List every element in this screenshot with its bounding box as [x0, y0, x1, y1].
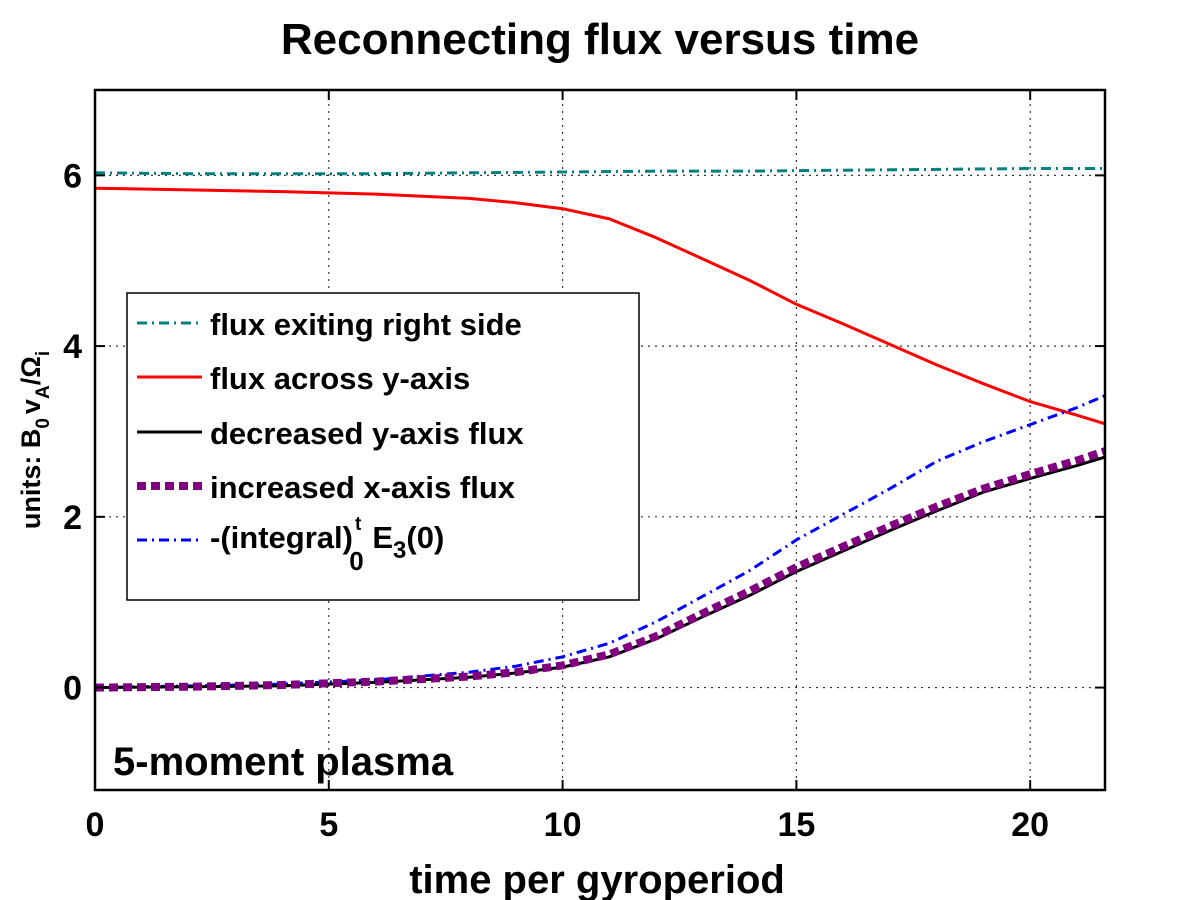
legend-samples: [137, 321, 202, 542]
legend-label-5-sub2: 3: [393, 537, 406, 564]
legend-label-1: flux exiting right side: [210, 307, 522, 342]
chart-title: Reconnecting flux versus time: [281, 15, 919, 64]
x-tick-label: 15: [777, 806, 815, 844]
legend-label-3: decreased y-axis flux: [210, 416, 524, 451]
legend-label-5: -(integral) t 0 E3(0): [210, 514, 444, 576]
y-tick-label: 4: [63, 328, 82, 366]
legend-label-4: increased x-axis flux: [210, 470, 516, 505]
y-tick-label: 6: [63, 157, 82, 195]
y-axis-label-sub1: 0: [33, 418, 54, 429]
x-tick-label: 5: [319, 806, 338, 844]
y-tick-label: 2: [63, 499, 82, 537]
legend-box: [126, 292, 640, 601]
plot-series: [94, 167, 1107, 692]
y-axis-label-sub3: i: [33, 351, 54, 356]
legend-label-2: flux across y-axis: [210, 361, 470, 396]
x-tick-label: 0: [86, 806, 105, 844]
annotation: 5-moment plasma: [113, 740, 454, 784]
y-axis-label-mid: v: [16, 399, 46, 414]
y-tick-label: 0: [63, 670, 82, 708]
legend-label-5-main: -(integral): [210, 520, 353, 555]
plot-frame: [93, 88, 1107, 792]
legend-label-5-sup: t: [355, 514, 362, 535]
y-axis-label-slash: /Ω: [16, 356, 46, 385]
series-line-2: [94, 186, 1106, 426]
y-axis-label-prefix: units: B: [16, 429, 46, 530]
series-line-1: [94, 167, 1105, 176]
legend-label-5-sub: 0: [349, 546, 363, 576]
x-axis-label: time per gyroperiod: [409, 858, 785, 900]
y-axis-label-sub2: A: [33, 385, 54, 399]
x-tick-label: 20: [1011, 806, 1049, 844]
y-axis-label: units: B0 vA/Ωi: [16, 351, 54, 529]
axis-ticks: 0 5 10 15 20 0 2 4 6: [63, 90, 1105, 844]
legend-label-5-end: (0): [406, 520, 444, 555]
legend-label-5-tail: E: [364, 520, 393, 555]
x-tick-label: 10: [544, 806, 582, 844]
series-line-4: [94, 447, 1107, 692]
legend: flux exiting right side flux across y-ax…: [126, 292, 640, 601]
